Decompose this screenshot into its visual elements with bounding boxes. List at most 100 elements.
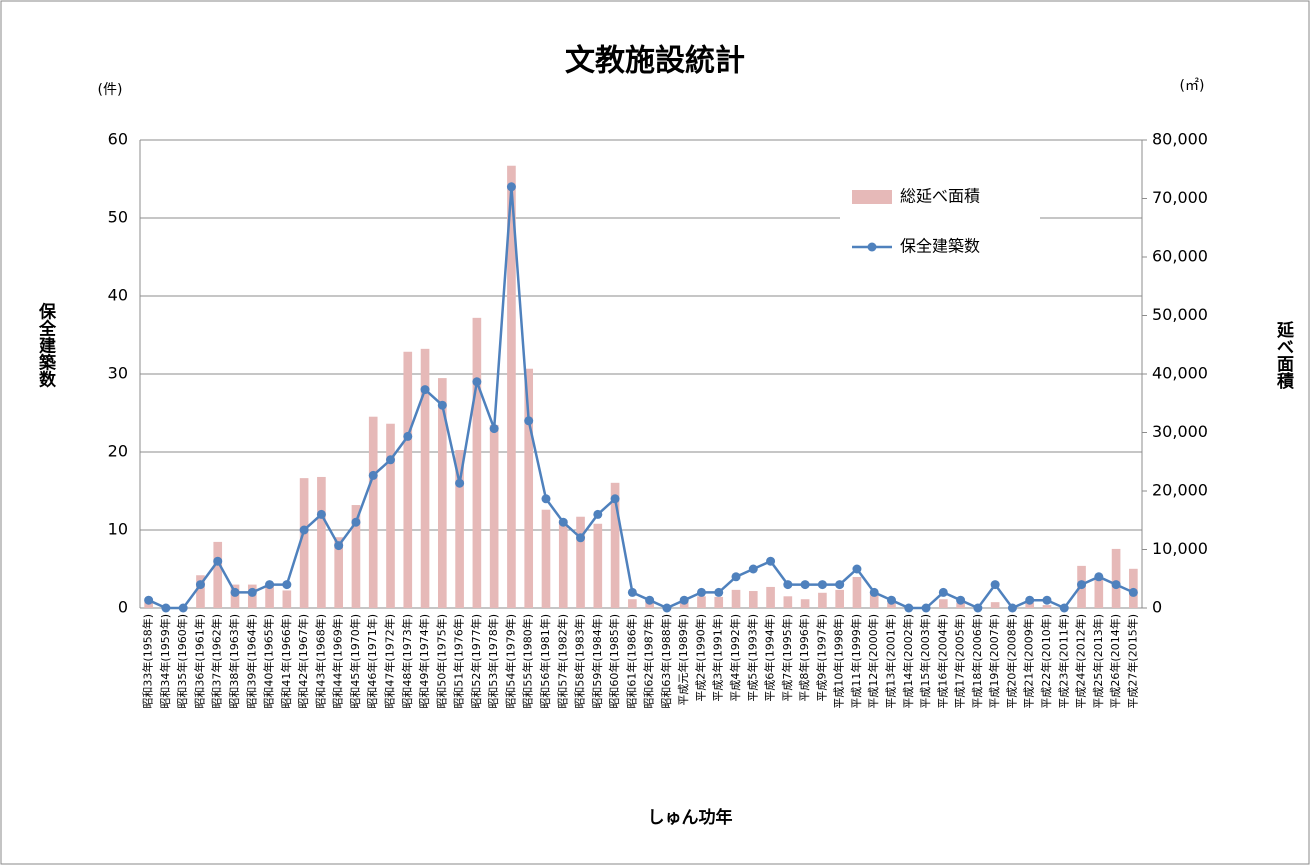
legend-swatch bbox=[867, 242, 877, 252]
legend-swatch bbox=[852, 190, 892, 204]
bar bbox=[334, 537, 343, 608]
x-tick-label: 平成13年(2001年) bbox=[884, 614, 898, 709]
bar bbox=[731, 589, 741, 608]
x-tick-label: 昭和43年(1968年) bbox=[313, 614, 327, 709]
x-tick-label: 平成12年(2000年) bbox=[866, 614, 880, 709]
point bbox=[230, 587, 240, 597]
x-tick-label: 昭和48年(1973年) bbox=[400, 614, 414, 709]
legend-label: 総延べ面積 bbox=[900, 187, 980, 206]
bar bbox=[351, 505, 361, 608]
point bbox=[558, 517, 568, 527]
x-tick-label: 平成15年(2003年) bbox=[918, 614, 932, 709]
bar bbox=[524, 368, 534, 608]
bar bbox=[1042, 605, 1052, 608]
bar bbox=[317, 476, 326, 608]
y2-tick-label: 70,000 bbox=[1152, 188, 1208, 207]
bar bbox=[576, 516, 585, 608]
x-tick-label: 昭和33年(1958年) bbox=[141, 614, 155, 709]
x-tick-label: 平成10年(1998年) bbox=[832, 614, 846, 709]
point bbox=[144, 595, 154, 605]
point bbox=[1042, 595, 1052, 605]
x-tick-label: 平成2年(1990年) bbox=[693, 614, 707, 702]
bar bbox=[748, 591, 758, 608]
x-tick-label: 平成23年(2011年) bbox=[1056, 614, 1070, 709]
bar bbox=[386, 423, 395, 608]
x-tick-label: 平成19年(2007年) bbox=[987, 614, 1001, 709]
x-tick-label: 平成27年(2015年) bbox=[1125, 614, 1139, 709]
point bbox=[627, 587, 637, 597]
point bbox=[265, 580, 275, 590]
x-tick-label: 平成26年(2014年) bbox=[1108, 614, 1122, 709]
point bbox=[593, 509, 603, 519]
bar bbox=[835, 589, 844, 608]
bar bbox=[420, 348, 430, 608]
point bbox=[282, 580, 292, 590]
x-tick-label: 昭和38年(1963年) bbox=[227, 614, 241, 709]
y2-tick-label: 50,000 bbox=[1152, 305, 1208, 324]
point bbox=[835, 580, 845, 590]
point bbox=[489, 424, 499, 434]
x-tick-label: 昭和58年(1983年) bbox=[573, 614, 587, 709]
point bbox=[921, 603, 931, 613]
bar bbox=[697, 596, 706, 608]
x-tick-label: 平成17年(2005年) bbox=[953, 614, 967, 709]
x-tick-label: 昭和46年(1971年) bbox=[365, 614, 379, 709]
bar bbox=[939, 599, 948, 608]
y2-tick-label: 60,000 bbox=[1152, 247, 1208, 266]
x-tick-label: 昭和50年(1975年) bbox=[434, 614, 448, 709]
point bbox=[938, 587, 948, 597]
point bbox=[610, 494, 620, 504]
point bbox=[403, 431, 413, 441]
bar bbox=[783, 596, 793, 608]
x-tick-label: 昭和45年(1970年) bbox=[348, 614, 362, 709]
point bbox=[524, 416, 534, 426]
bar bbox=[887, 602, 896, 608]
point bbox=[455, 478, 465, 488]
x-tick-label: 昭和56年(1981年) bbox=[538, 614, 552, 709]
point bbox=[334, 541, 344, 551]
x-tick-label: 昭和47年(1972年) bbox=[383, 614, 397, 709]
point bbox=[368, 470, 378, 480]
x-tick-label: 平成16年(2004年) bbox=[935, 614, 949, 709]
y2-axis-label: 延べ面積 bbox=[1273, 320, 1295, 390]
x-tick-label: 昭和55年(1980年) bbox=[521, 614, 535, 709]
x-tick-label: 昭和41年(1966年) bbox=[279, 614, 293, 709]
point bbox=[1128, 587, 1138, 597]
point bbox=[178, 603, 188, 613]
x-tick-label: 昭和63年(1988年) bbox=[659, 614, 673, 709]
point bbox=[1007, 603, 1017, 613]
point bbox=[1025, 595, 1035, 605]
y-unit: (件) bbox=[98, 82, 123, 98]
bar bbox=[990, 602, 1000, 608]
point bbox=[472, 377, 482, 387]
bar bbox=[610, 482, 620, 608]
bar bbox=[144, 602, 153, 608]
x-tick-label: 平成6年(1994年) bbox=[763, 614, 777, 702]
bar bbox=[593, 523, 603, 608]
y2-unit: (㎡) bbox=[1180, 78, 1205, 94]
line bbox=[148, 186, 1134, 610]
point bbox=[662, 603, 672, 613]
x-tick-label: 昭和59年(1984年) bbox=[590, 614, 604, 709]
point bbox=[714, 587, 724, 597]
point bbox=[800, 580, 810, 590]
bar bbox=[628, 599, 637, 608]
bar bbox=[213, 541, 223, 608]
x-tick-label: 昭和60年(1985年) bbox=[607, 614, 621, 709]
x-tick-label: 平成9年(1997年) bbox=[814, 614, 828, 702]
y-tick-label: 20 bbox=[108, 442, 128, 461]
bar bbox=[852, 576, 862, 608]
x-tick-label: 平成22年(2010年) bbox=[1039, 614, 1053, 709]
x-tick-label: 昭和57年(1982年) bbox=[555, 614, 569, 709]
x-tick-label: 平成8年(1996年) bbox=[797, 614, 811, 702]
x-tick-label: 昭和37年(1962年) bbox=[210, 614, 224, 709]
x-tick-label: 昭和40年(1965年) bbox=[262, 614, 276, 709]
bar bbox=[299, 478, 309, 608]
point bbox=[213, 556, 223, 566]
point bbox=[817, 580, 827, 590]
x-tick-label: 平成元年(1989年) bbox=[676, 614, 690, 706]
point bbox=[1059, 603, 1069, 613]
point bbox=[506, 182, 516, 192]
point bbox=[679, 595, 689, 605]
